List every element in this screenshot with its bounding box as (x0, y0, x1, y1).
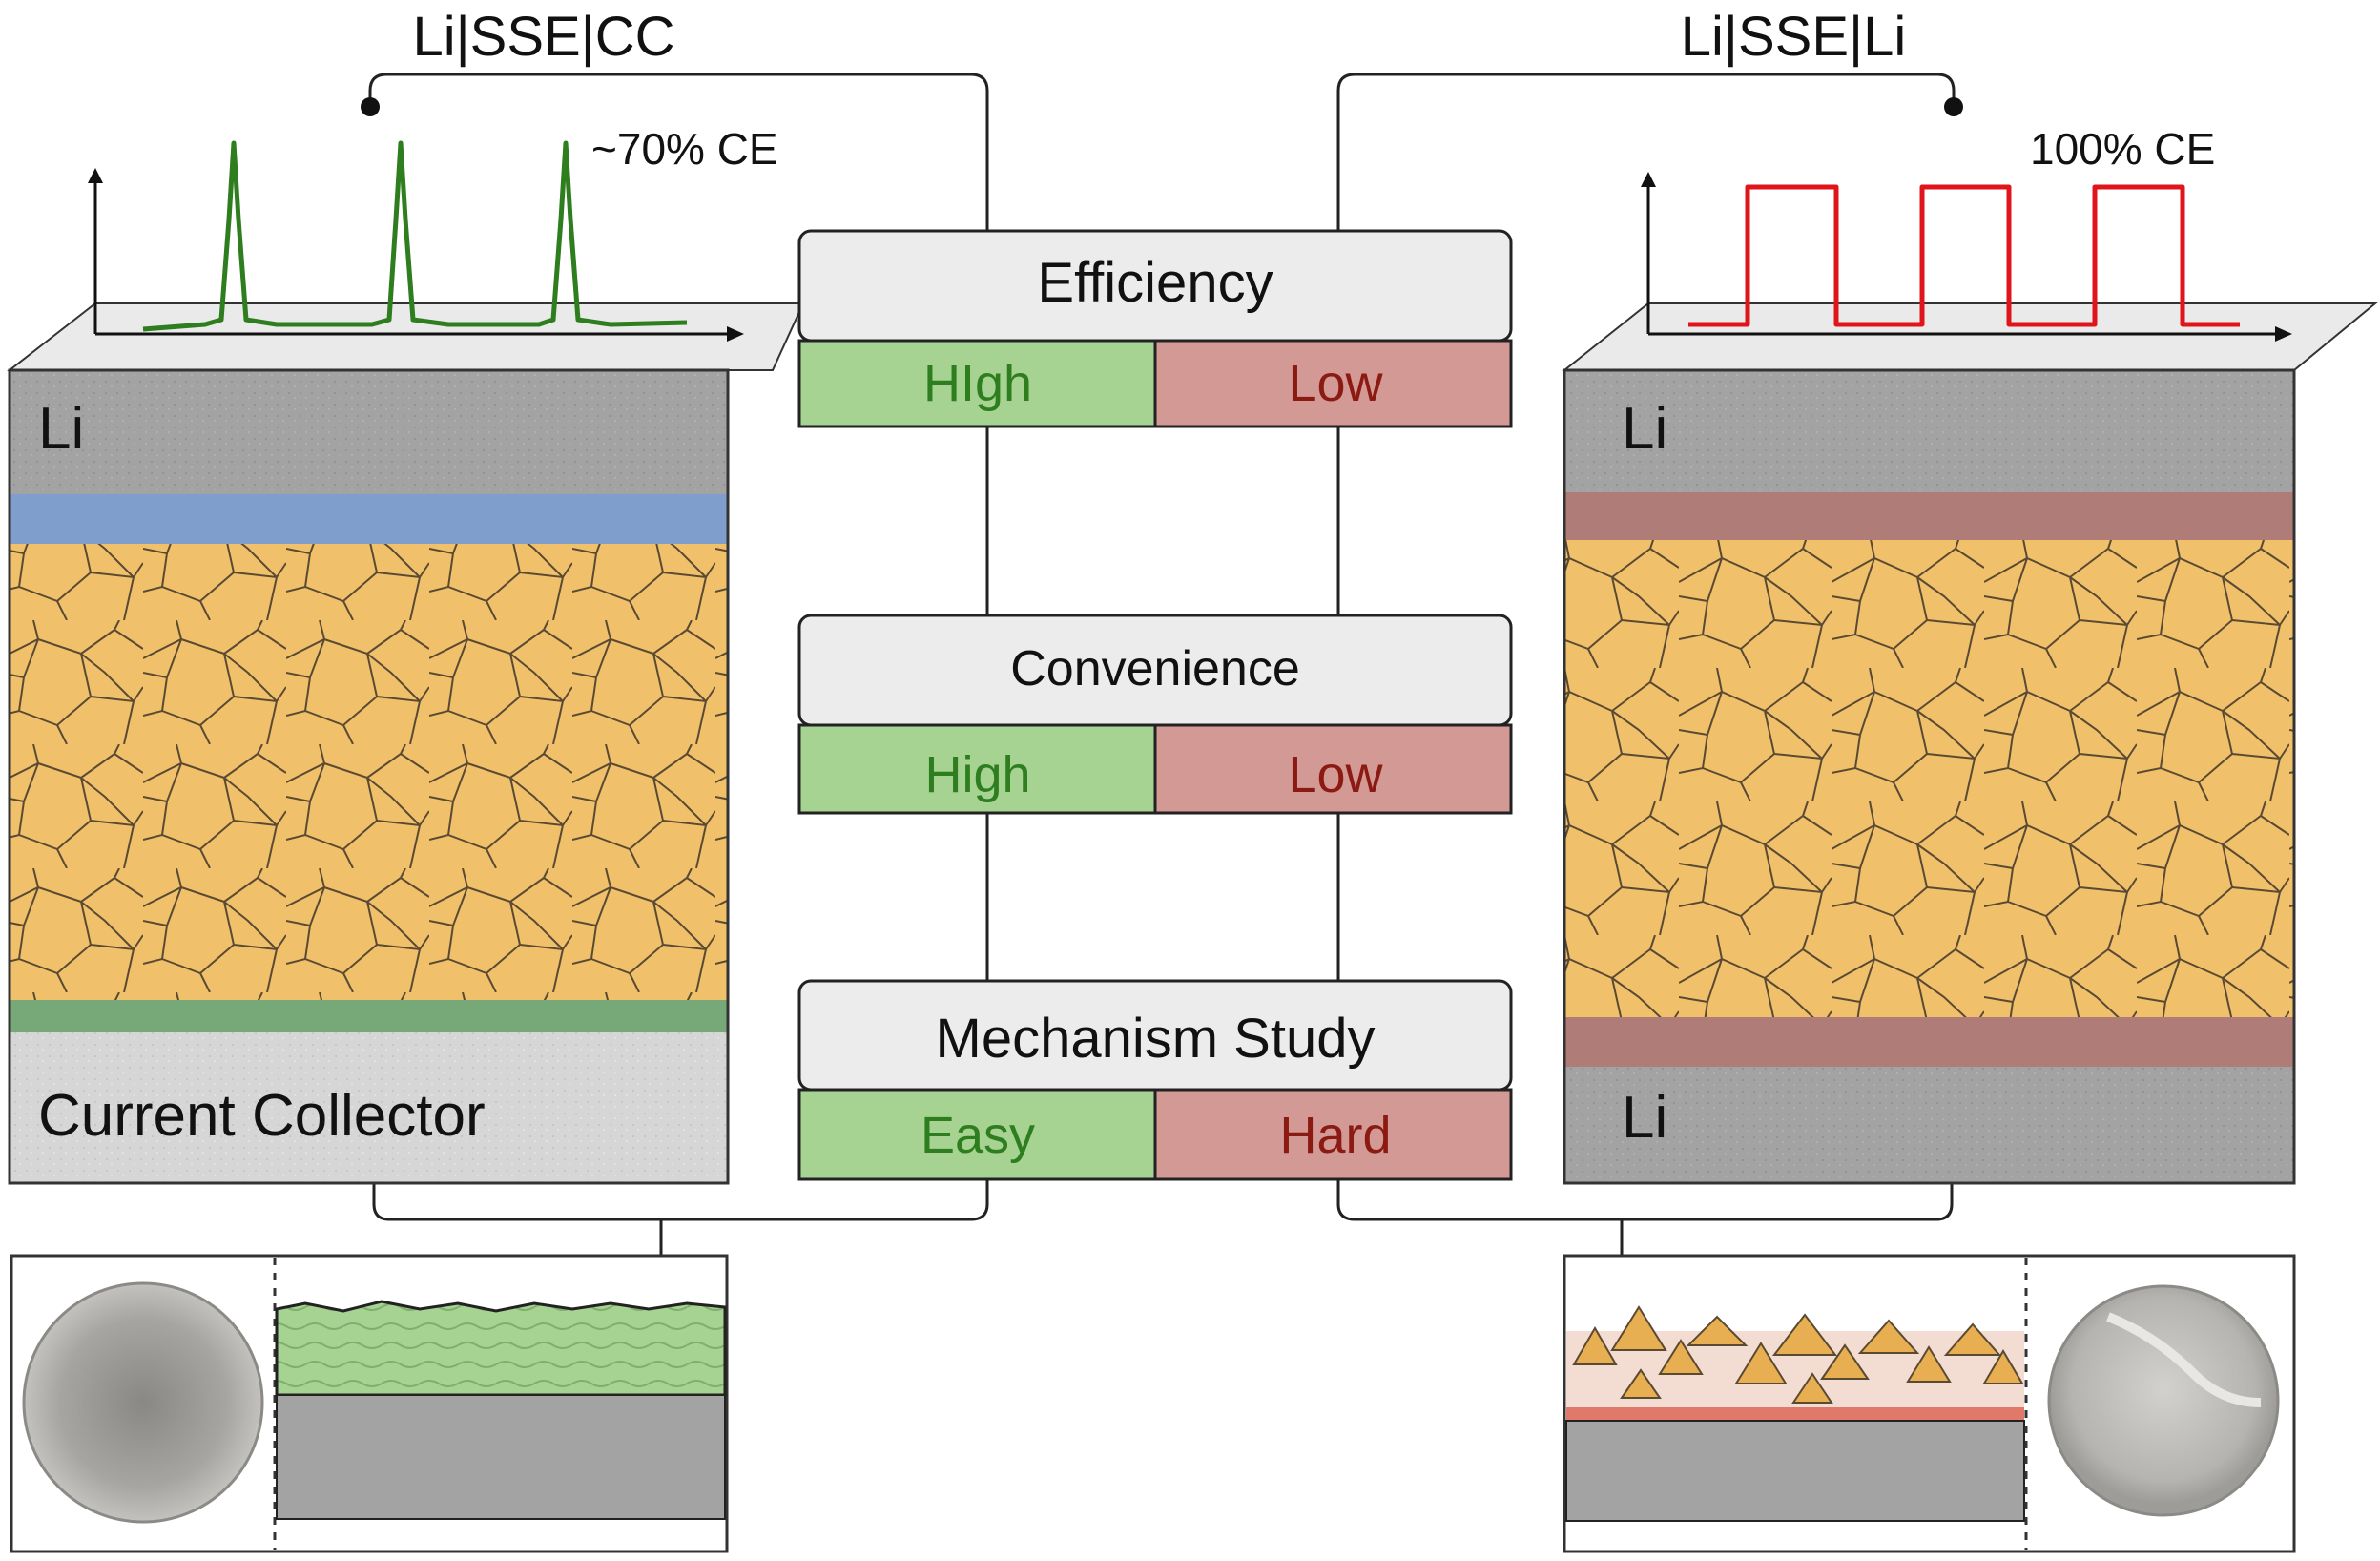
right-cell-title: Li|SSE|Li (1681, 6, 1906, 68)
mechanism-heading: Mechanism Study (936, 1008, 1376, 1070)
right-interphase-strip (1566, 1407, 2024, 1421)
right-bottom-li-label: Li (1622, 1085, 1667, 1151)
convenience-right-cell (1153, 723, 1513, 815)
right-inset (1563, 1254, 2296, 1553)
left-trace-plane (7, 302, 805, 371)
convenience-left-value: High (924, 746, 1030, 803)
left-trace-y-arrow (88, 168, 103, 183)
right-bottom-interphase (1564, 1017, 2294, 1067)
right-cell-stack: Li Li (1563, 368, 2296, 1185)
left-trace-line (142, 140, 688, 332)
efficiency-left-cell (797, 339, 1157, 428)
mechanism-right-value: Hard (1279, 1107, 1391, 1164)
right-trace-panel: 100% CE (1562, 124, 2378, 371)
left-top-li-label: Li (38, 396, 84, 462)
right-ce-label: 100% CE (2030, 124, 2215, 174)
efficiency-right-cell (1153, 339, 1513, 428)
mechanism-left-value: Easy (921, 1107, 1035, 1164)
efficiency-left-value: HIgh (923, 355, 1032, 412)
right-trace-y-arrow (1641, 172, 1656, 187)
comparison-efficiency: Efficiency HIgh Low (797, 229, 1513, 428)
right-substrate (1565, 1420, 2025, 1522)
right-dendrite-crystals (1572, 1305, 2024, 1404)
efficiency-heading: Efficiency (1037, 252, 1273, 314)
left-top-li-layer (10, 370, 728, 494)
right-trace-line (1688, 184, 2240, 327)
convenience-right-value: Low (1288, 746, 1383, 803)
right-top-li-label: Li (1622, 396, 1667, 462)
efficiency-right-value: Low (1288, 355, 1383, 412)
right-cell-frame (1563, 368, 2296, 1185)
right-bottom-li-layer (1564, 1067, 2294, 1183)
left-top-interphase (10, 494, 728, 544)
right-photo-crack (2106, 1312, 2262, 1407)
left-inset (10, 1254, 729, 1553)
comparison-mechanism-study: Mechanism Study Easy Hard (797, 979, 1513, 1181)
right-trace-x-arrow (2275, 326, 2292, 342)
convenience-left-cell (797, 723, 1157, 815)
right-top-li-layer (1564, 370, 2294, 492)
left-connector-dot (361, 97, 380, 116)
left-electrode-photo (22, 1281, 264, 1524)
left-trace-x-arrow (727, 326, 744, 342)
right-connector-dot (1944, 97, 1963, 116)
left-bottom-interphase (10, 1000, 728, 1032)
left-trace-panel: ~70% CE (7, 124, 805, 371)
comparison-convenience: Convenience High Low (797, 614, 1513, 815)
right-electrolyte (1564, 540, 2294, 1017)
right-top-interphase (1564, 492, 2294, 540)
left-cell-frame (8, 368, 730, 1185)
left-cell-stack: Li Current Collector (8, 368, 730, 1185)
left-cell-title: Li|SSE|CC (412, 6, 674, 68)
left-ce-label: ~70% CE (591, 124, 778, 174)
right-electrode-photo (2047, 1284, 2280, 1517)
left-substrate (276, 1394, 726, 1520)
left-current-collector-label: Current Collector (38, 1083, 486, 1149)
convenience-heading: Convenience (1010, 641, 1300, 697)
left-current-collector-layer (10, 1032, 728, 1183)
left-electrolyte (10, 544, 728, 1000)
left-deposit-film (275, 1300, 727, 1397)
right-trace-plane (1562, 302, 2378, 371)
mechanism-right-cell (1153, 1088, 1513, 1181)
